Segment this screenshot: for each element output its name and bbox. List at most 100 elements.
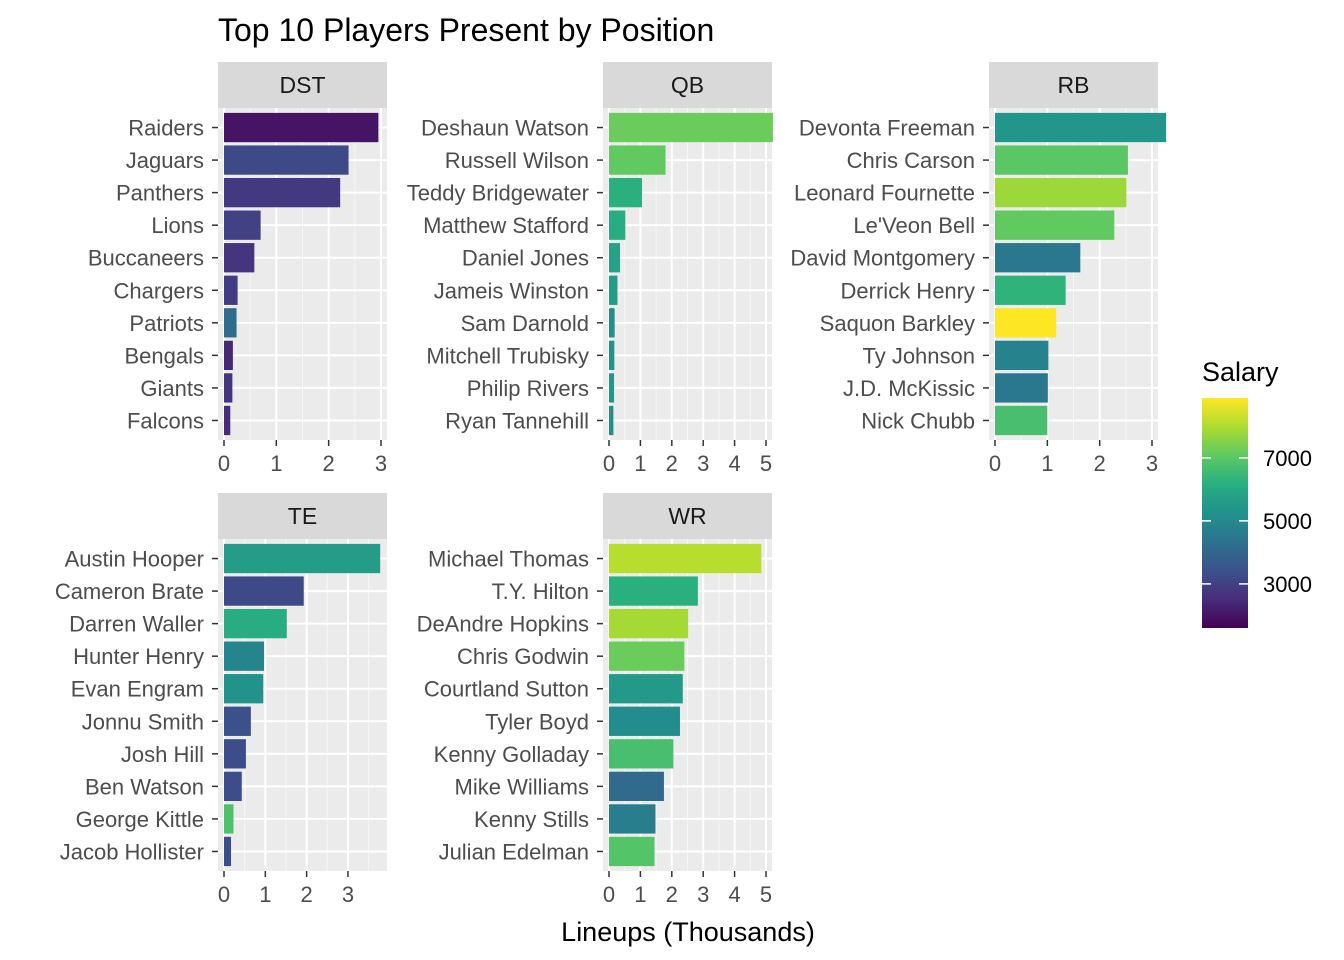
category-label: DeAndre Hopkins bbox=[417, 612, 589, 637]
category-label: David Montgomery bbox=[790, 246, 975, 271]
category-label: Cameron Brate bbox=[55, 579, 204, 604]
category-label: Matthew Stafford bbox=[423, 213, 589, 238]
bar bbox=[609, 608, 689, 639]
category-label: Courtland Sutton bbox=[424, 677, 589, 702]
bar bbox=[609, 576, 698, 606]
bar bbox=[609, 641, 685, 671]
category-label: Raiders bbox=[128, 116, 204, 141]
x-tick-label: 1 bbox=[634, 882, 646, 907]
bar bbox=[224, 771, 242, 802]
bar bbox=[224, 340, 233, 371]
facet-strip bbox=[603, 62, 772, 108]
category-label: Sam Darnold bbox=[461, 311, 589, 336]
category-label: Derrick Henry bbox=[841, 278, 975, 303]
category-label: Panthers bbox=[116, 181, 204, 206]
x-tick-label: 3 bbox=[375, 451, 387, 476]
facet-label: RB bbox=[1058, 72, 1090, 98]
category-label: Hunter Henry bbox=[73, 644, 204, 669]
category-label: Falcons bbox=[127, 408, 204, 433]
x-axis-label: Lineups (Thousands) bbox=[561, 917, 815, 947]
x-tick-label: 0 bbox=[218, 451, 230, 476]
category-label: Julian Edelman bbox=[439, 839, 589, 864]
facet-strip bbox=[989, 62, 1158, 108]
category-label: Michael Thomas bbox=[428, 547, 589, 572]
x-tick-label: 1 bbox=[259, 882, 271, 907]
category-label: Patriots bbox=[129, 311, 204, 336]
bar bbox=[224, 243, 255, 273]
category-label: Ben Watson bbox=[85, 774, 204, 799]
category-label: Daniel Jones bbox=[462, 246, 589, 271]
bar bbox=[224, 405, 231, 436]
bar bbox=[224, 836, 232, 867]
facet-label: TE bbox=[288, 503, 317, 529]
bar bbox=[224, 112, 379, 143]
legend-tick-label: 3000 bbox=[1263, 572, 1312, 597]
bar bbox=[609, 674, 683, 704]
legend: Salary 3000 5000 7000 bbox=[1202, 357, 1312, 628]
bar bbox=[995, 210, 1115, 240]
x-tick-label: 2 bbox=[323, 451, 335, 476]
bar bbox=[609, 543, 762, 574]
bar bbox=[224, 674, 264, 704]
x-tick-label: 3 bbox=[1146, 451, 1158, 476]
bar bbox=[224, 373, 233, 403]
category-label: Leonard Fournette bbox=[794, 181, 975, 206]
x-tick-label: 1 bbox=[270, 451, 282, 476]
x-tick-label: 2 bbox=[666, 882, 678, 907]
category-label: Austin Hooper bbox=[65, 547, 204, 572]
facet-strip bbox=[218, 62, 387, 108]
legend-colorbar bbox=[1202, 398, 1248, 628]
category-label: Jameis Winston bbox=[434, 278, 589, 303]
category-label: Chargers bbox=[114, 278, 204, 303]
category-label: J.D. McKissic bbox=[843, 376, 975, 401]
bar bbox=[224, 739, 246, 769]
category-label: Jaguars bbox=[126, 148, 204, 173]
category-label: Mitchell Trubisky bbox=[426, 343, 589, 368]
bar bbox=[995, 308, 1057, 338]
x-tick-label: 2 bbox=[301, 882, 313, 907]
bar bbox=[224, 706, 251, 736]
panel-dst: DST Raiders Jaguars Panthers Lions Buccaneers… bbox=[88, 62, 387, 476]
category-label: Lions bbox=[151, 213, 204, 238]
category-label: Kenny Stills bbox=[474, 807, 589, 832]
bar bbox=[609, 804, 656, 834]
category-label: Ryan Tannehill bbox=[445, 408, 589, 433]
chart-title: Top 10 Players Present by Position bbox=[218, 12, 714, 48]
bar bbox=[224, 145, 349, 175]
bar bbox=[609, 706, 680, 736]
category-label: Deshaun Watson bbox=[421, 116, 589, 141]
panel-qb: QB Deshaun Watson Russell Wilson Teddy Brid… bbox=[407, 62, 773, 476]
legend-title: Salary bbox=[1202, 357, 1279, 387]
bar bbox=[995, 275, 1066, 305]
x-tick-label: 0 bbox=[218, 882, 230, 907]
facet-label: QB bbox=[671, 72, 704, 98]
bar bbox=[224, 543, 381, 574]
x-tick-label: 4 bbox=[728, 451, 740, 476]
bar bbox=[224, 275, 238, 305]
bar bbox=[995, 112, 1167, 143]
category-label: Devonta Freeman bbox=[799, 116, 975, 141]
panel-rb: RB Devonta Freeman Chris Carson Leonard Fou… bbox=[790, 62, 1167, 476]
category-label: Nick Chubb bbox=[861, 408, 975, 433]
category-label: Jacob Hollister bbox=[60, 839, 204, 864]
facet-panels: DST Raiders Jaguars Panthers Lions Buccaneers… bbox=[55, 62, 1167, 907]
legend-tick-label: 7000 bbox=[1263, 446, 1312, 471]
x-tick-label: 1 bbox=[1041, 451, 1053, 476]
x-tick-label: 0 bbox=[603, 451, 615, 476]
bar bbox=[224, 641, 265, 671]
bar bbox=[609, 405, 614, 436]
bar bbox=[224, 308, 237, 338]
category-label: Ty Johnson bbox=[862, 343, 975, 368]
bar bbox=[609, 112, 773, 143]
bar bbox=[609, 836, 655, 867]
facet-strip bbox=[218, 493, 387, 539]
x-tick-label: 3 bbox=[697, 451, 709, 476]
category-label: Josh Hill bbox=[121, 742, 204, 767]
bar bbox=[995, 373, 1048, 403]
bar bbox=[609, 177, 642, 208]
x-tick-label: 2 bbox=[1094, 451, 1106, 476]
category-label: Saquon Barkley bbox=[820, 311, 975, 336]
category-label: Russell Wilson bbox=[445, 148, 589, 173]
category-label: George Kittle bbox=[76, 807, 204, 832]
bar bbox=[609, 308, 615, 338]
